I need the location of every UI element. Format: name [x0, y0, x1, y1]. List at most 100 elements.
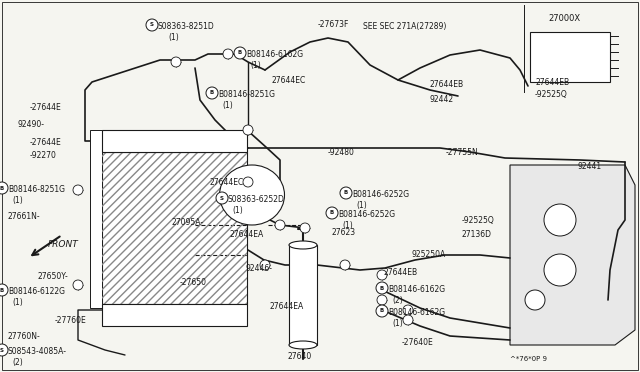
Text: B08146-6122G: B08146-6122G	[8, 287, 65, 296]
Text: -27644E: -27644E	[30, 103, 61, 112]
Text: -27760E: -27760E	[55, 316, 87, 325]
Text: -27650: -27650	[180, 278, 207, 287]
Text: -27755N: -27755N	[446, 148, 479, 157]
Circle shape	[243, 177, 253, 187]
Text: 27644EA: 27644EA	[270, 302, 304, 311]
Text: -27644E: -27644E	[30, 138, 61, 147]
Text: 27644EB: 27644EB	[430, 80, 464, 89]
Circle shape	[403, 305, 413, 315]
Circle shape	[216, 192, 228, 204]
Text: 92446-: 92446-	[246, 264, 273, 273]
Circle shape	[0, 344, 8, 356]
Text: B08146-8251G: B08146-8251G	[8, 185, 65, 194]
Text: B: B	[344, 190, 348, 196]
Text: S: S	[0, 347, 4, 353]
Circle shape	[525, 290, 545, 310]
Circle shape	[0, 284, 8, 296]
Circle shape	[377, 295, 387, 305]
Text: B: B	[0, 186, 4, 190]
Text: -92270: -92270	[30, 151, 57, 160]
Text: 925250A: 925250A	[412, 250, 446, 259]
Text: 27661N-: 27661N-	[8, 212, 40, 221]
Circle shape	[340, 260, 350, 270]
Text: -27673F: -27673F	[318, 20, 349, 29]
Text: ^*76*0P 9: ^*76*0P 9	[510, 356, 547, 362]
Text: 92442: 92442	[430, 95, 454, 104]
Circle shape	[544, 204, 576, 236]
Text: 27623: 27623	[332, 228, 356, 237]
Circle shape	[146, 19, 158, 31]
Bar	[102, 304, 247, 326]
Bar	[289, 245, 317, 345]
Text: -92480: -92480	[328, 148, 355, 157]
Text: B: B	[238, 51, 242, 55]
Text: (1): (1)	[12, 196, 23, 205]
Circle shape	[376, 305, 388, 317]
Ellipse shape	[289, 241, 317, 249]
Bar	[102, 130, 247, 152]
Text: S08543-4085A-: S08543-4085A-	[8, 347, 67, 356]
Text: -92525Q: -92525Q	[462, 216, 495, 225]
Text: S: S	[150, 22, 154, 28]
Text: B08146-6162G: B08146-6162G	[246, 50, 303, 59]
Text: (1): (1)	[168, 33, 179, 42]
Text: 27095A-: 27095A-	[172, 218, 204, 227]
Text: B: B	[0, 288, 4, 292]
Text: -27640E: -27640E	[402, 338, 434, 347]
Text: (1): (1)	[222, 101, 233, 110]
Text: S08363-8251D: S08363-8251D	[158, 22, 215, 31]
Text: B: B	[380, 308, 384, 314]
Bar	[102, 152, 247, 304]
Bar	[102, 152, 247, 304]
Text: (1): (1)	[392, 319, 403, 328]
Text: FRONT: FRONT	[48, 240, 79, 249]
Circle shape	[340, 187, 352, 199]
Ellipse shape	[220, 165, 285, 225]
Circle shape	[73, 280, 83, 290]
Bar	[530, 32, 610, 82]
Text: 27136D: 27136D	[462, 230, 492, 239]
Polygon shape	[510, 165, 635, 345]
Bar	[90, 130, 102, 308]
Circle shape	[326, 207, 338, 219]
Text: B08146-8251G: B08146-8251G	[218, 90, 275, 99]
Ellipse shape	[289, 341, 317, 349]
Text: 27000X: 27000X	[548, 14, 580, 23]
Text: S: S	[220, 196, 224, 201]
Circle shape	[544, 254, 576, 286]
Circle shape	[234, 47, 246, 59]
Text: (1): (1)	[250, 61, 260, 70]
Text: B08146-6252G: B08146-6252G	[352, 190, 409, 199]
Text: -92525Q: -92525Q	[535, 90, 568, 99]
Text: B: B	[330, 211, 334, 215]
Circle shape	[73, 185, 83, 195]
Text: B08146-6162G: B08146-6162G	[388, 308, 445, 317]
Circle shape	[377, 270, 387, 280]
Circle shape	[206, 87, 218, 99]
Text: 27650Y-: 27650Y-	[38, 272, 68, 281]
Circle shape	[243, 125, 253, 135]
Text: 27760N-: 27760N-	[8, 332, 41, 341]
Text: 27644EA: 27644EA	[230, 230, 264, 239]
Circle shape	[275, 220, 285, 230]
Circle shape	[300, 223, 310, 233]
Text: 27644EB: 27644EB	[535, 78, 569, 87]
Text: SEE SEC 271A(27289): SEE SEC 271A(27289)	[363, 22, 446, 31]
Text: (1): (1)	[342, 221, 353, 230]
Circle shape	[223, 49, 233, 59]
Text: (1): (1)	[356, 201, 367, 210]
Circle shape	[0, 182, 8, 194]
Text: 27640: 27640	[288, 352, 312, 361]
Text: (2): (2)	[392, 296, 403, 305]
Text: (1): (1)	[232, 206, 243, 215]
Circle shape	[403, 315, 413, 325]
Text: B: B	[380, 285, 384, 291]
Text: 27644EC: 27644EC	[210, 178, 244, 187]
Text: B08146-6162G: B08146-6162G	[388, 285, 445, 294]
Text: (2): (2)	[12, 358, 23, 367]
Text: 92490-: 92490-	[18, 120, 45, 129]
Circle shape	[260, 260, 270, 270]
Text: B08146-6252G: B08146-6252G	[338, 210, 395, 219]
Text: 27644EC: 27644EC	[272, 76, 307, 85]
Text: 27644EB: 27644EB	[384, 268, 418, 277]
